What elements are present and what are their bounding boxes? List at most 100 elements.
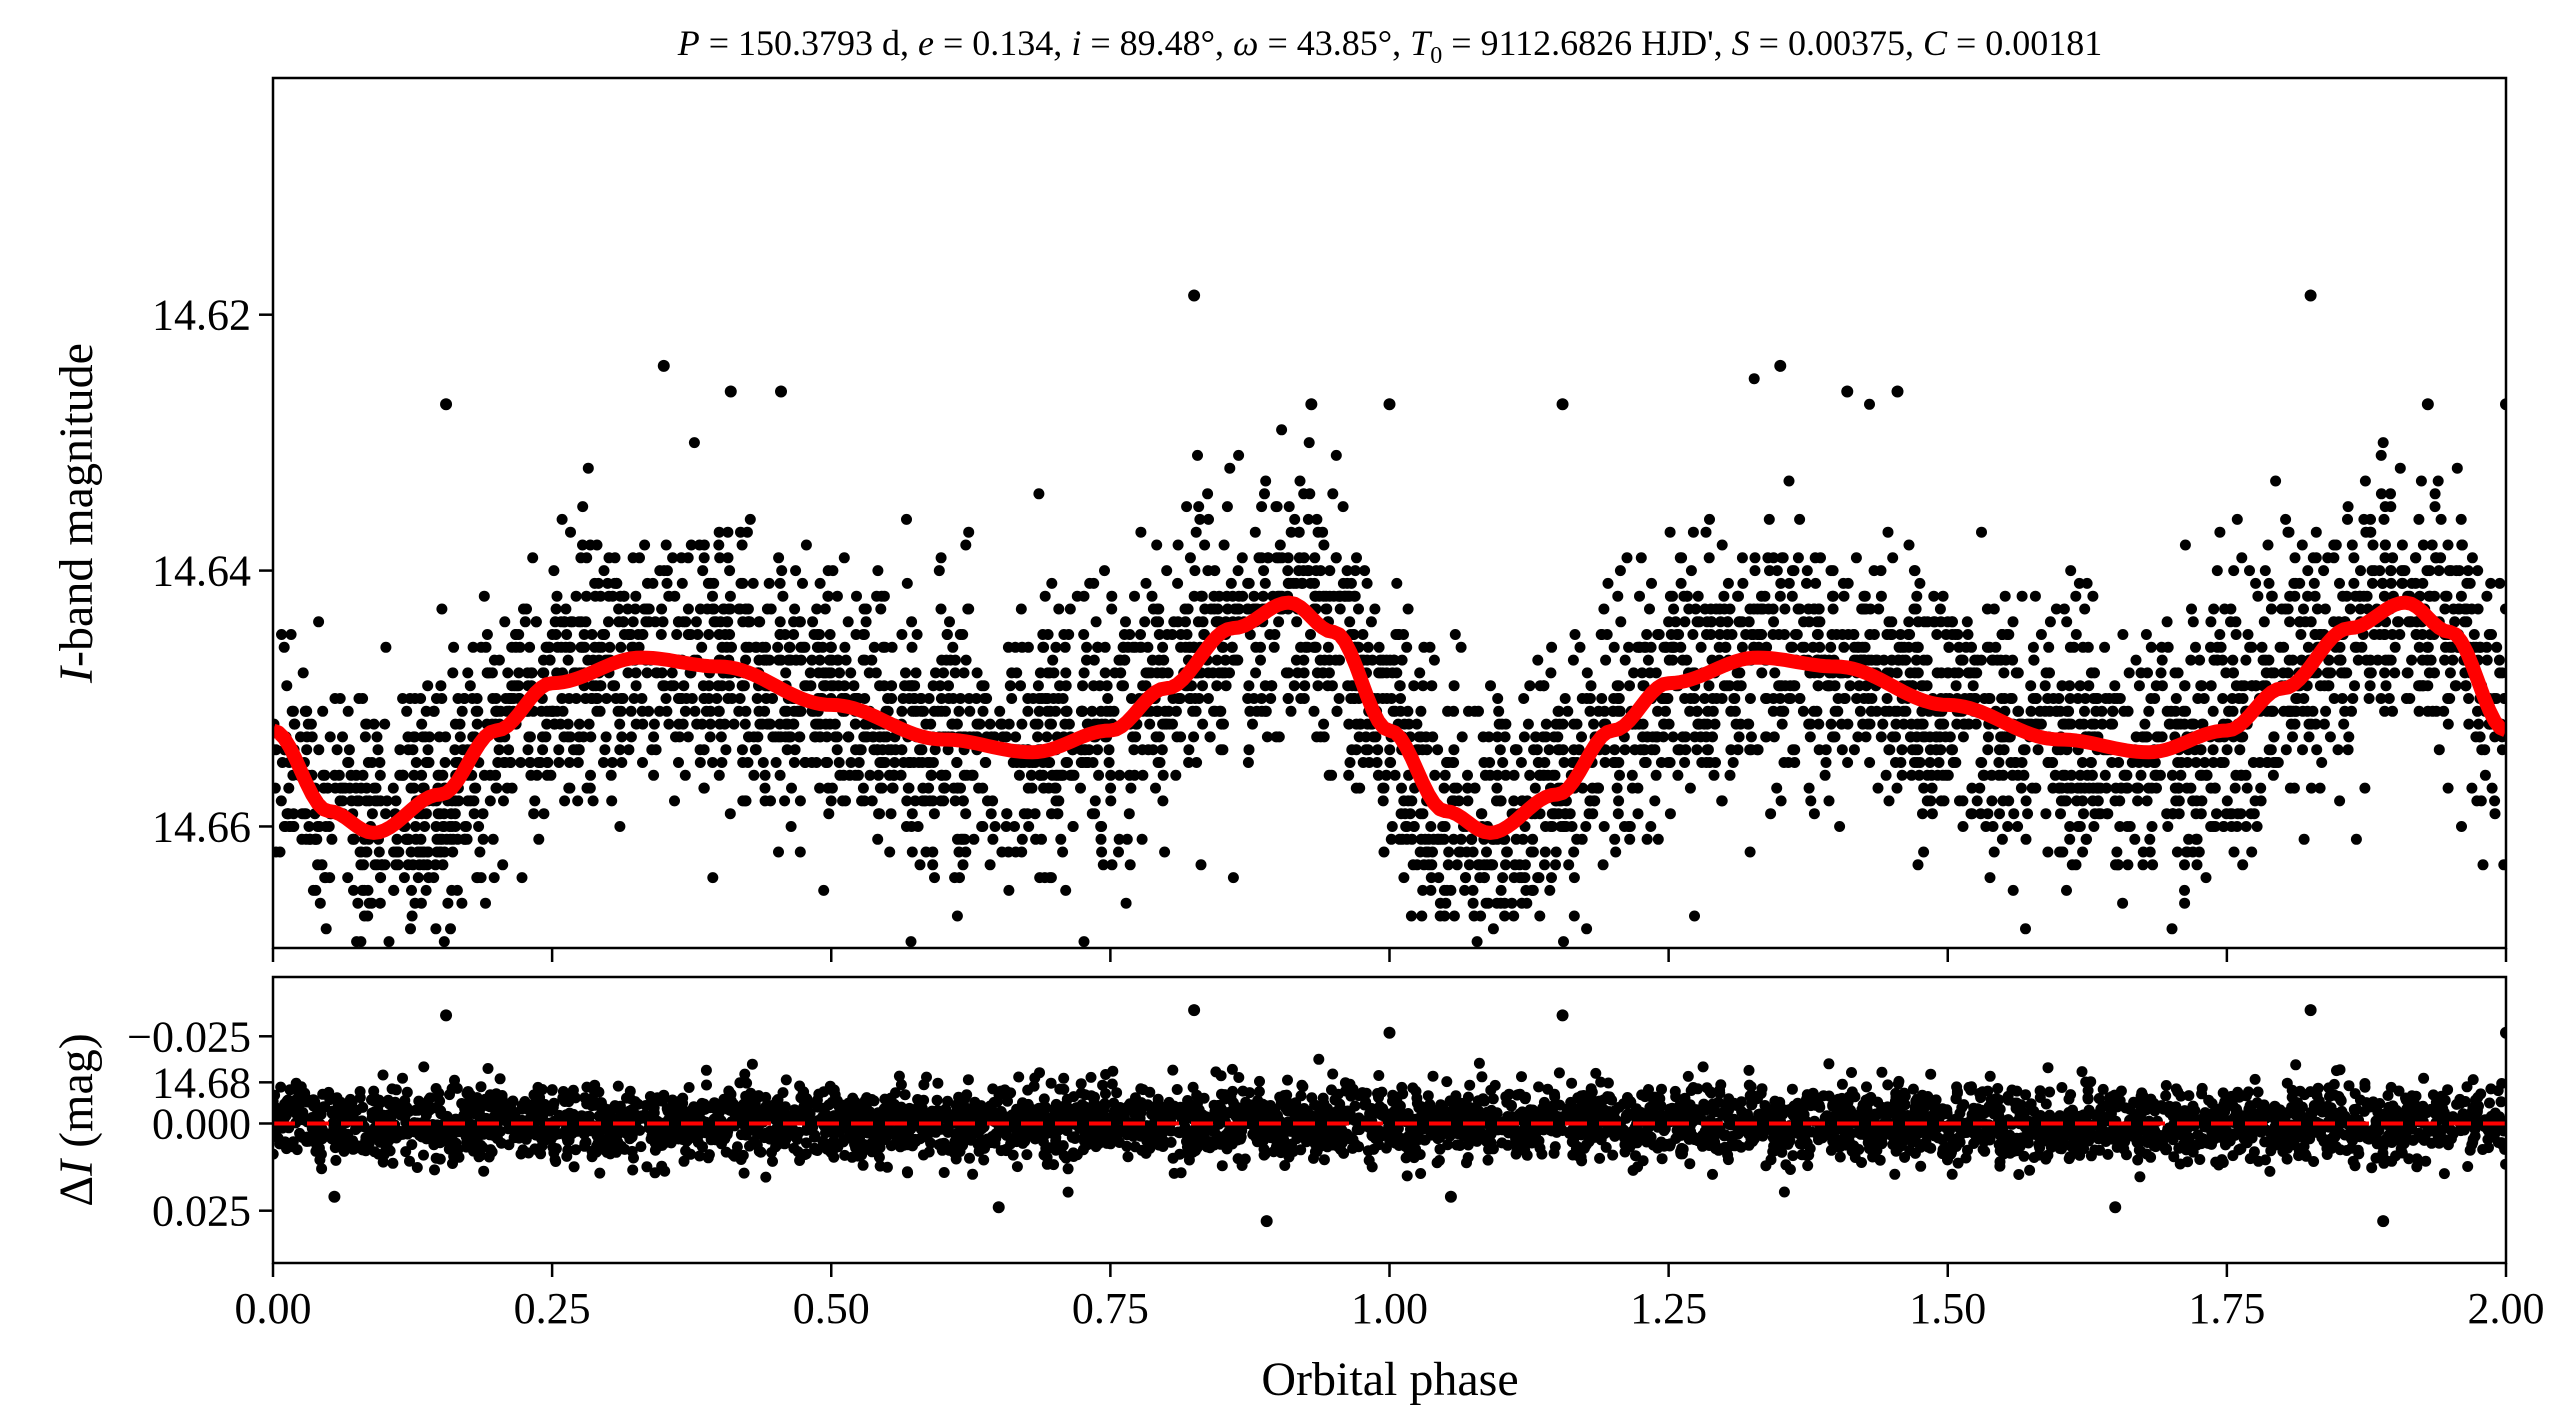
light-curve-point (747, 577, 759, 589)
light-curve-point (1322, 680, 1334, 692)
light-curve-point (2429, 667, 2440, 679)
light-curve-point (2310, 552, 2322, 564)
light-curve-point (553, 744, 565, 756)
light-curve-point (736, 744, 748, 756)
light-curve-point (979, 693, 991, 704)
light-curve-point (1170, 769, 1182, 781)
light-curve-point (2040, 808, 2052, 820)
light-curve-point (2228, 565, 2240, 577)
light-curve-point (2429, 501, 2441, 513)
light-curve-point (2140, 629, 2152, 640)
light-curve-point (1337, 501, 1349, 513)
light-curve-point (598, 757, 609, 768)
light-curve-point (2442, 782, 2454, 794)
residual-point (1889, 1168, 1901, 1180)
light-curve-point (406, 884, 417, 896)
light-curve-point (1362, 641, 1374, 653)
light-curve-point (2132, 795, 2144, 807)
light-curve-point (864, 769, 876, 781)
light-curve-point (2237, 859, 2249, 871)
light-curve-point (977, 782, 989, 794)
light-curve-point (1545, 667, 1557, 679)
light-curve-point (533, 833, 545, 845)
light-curve-point (2161, 616, 2173, 628)
residual-point (932, 1077, 944, 1089)
light-curve-point (1634, 590, 1645, 602)
light-curve-point (1585, 680, 1597, 692)
light-curve-point (1576, 693, 1588, 704)
light-curve-point (444, 833, 456, 845)
light-curve-point (824, 654, 835, 666)
light-curve-point (754, 718, 766, 730)
light-curve-point (2231, 513, 2243, 525)
light-curve-point (917, 795, 929, 807)
light-curve-point (471, 693, 483, 704)
light-curve-point (318, 782, 330, 794)
light-curve-point (1733, 731, 1745, 743)
light-curve-point (1539, 859, 1550, 871)
light-curve-point (1402, 795, 1414, 807)
light-curve-point (1776, 718, 1788, 730)
light-curve-point (1204, 731, 1216, 743)
light-curve-point (460, 821, 472, 832)
light-curve-point (564, 782, 576, 794)
light-curve-point (1880, 769, 1892, 781)
outlier-point (328, 1019, 340, 1031)
light-curve-point (949, 795, 961, 807)
light-curve-point (703, 680, 715, 692)
light-curve-point (1848, 629, 1860, 640)
light-curve-point (1912, 718, 1923, 730)
light-curve-point (906, 808, 918, 820)
light-curve-point (2473, 718, 2485, 730)
light-curve-point (2058, 603, 2070, 615)
residual-points (273, 1004, 2506, 1228)
light-curve-point (1957, 821, 1969, 832)
light-curve-point (1462, 782, 1473, 794)
light-curve-point (1810, 577, 1822, 589)
light-curve-point (1390, 629, 1402, 640)
light-curve-point (1175, 629, 1187, 640)
light-curve-point (739, 795, 751, 807)
light-curve-point (1788, 680, 1799, 692)
light-curve-point (2122, 859, 2134, 871)
light-curve-point (2413, 705, 2425, 717)
light-curve-point (1825, 565, 1837, 577)
light-curve-point (927, 795, 939, 807)
light-curve-point (2205, 616, 2217, 628)
light-curve-point (1853, 680, 1865, 692)
light-curve-point (2466, 782, 2478, 794)
light-curve-point (1645, 821, 1657, 832)
light-curve-point (1273, 731, 1285, 743)
light-curve-point (1500, 769, 1512, 781)
light-curve-point (2192, 693, 2204, 704)
residual-point (1882, 1079, 1894, 1091)
light-curve-point (2433, 565, 2445, 577)
light-curve-point (811, 629, 823, 640)
light-curve-point (1399, 718, 1410, 730)
light-curve-point (1142, 641, 1154, 653)
light-curve-point (1819, 769, 1831, 781)
light-curve-point (2070, 629, 2082, 640)
light-curve-point (1077, 680, 1089, 692)
light-curve-point (1341, 565, 1353, 577)
light-curve-point (593, 577, 604, 589)
light-curve-point (935, 603, 947, 615)
light-curve-point (1060, 667, 1072, 679)
light-curve-point (2187, 616, 2199, 628)
light-curve-point (1641, 833, 1653, 845)
light-curve-point (1775, 795, 1787, 807)
light-curve-point (1268, 641, 1280, 653)
light-curve-point (1493, 705, 1505, 717)
light-curve-point (1692, 590, 1704, 602)
light-curve-point (1016, 846, 1028, 858)
light-curve-point (1227, 590, 1239, 602)
light-curve-point (1050, 641, 1062, 653)
light-curve-point (2190, 641, 2201, 653)
light-curve-point (1995, 654, 2007, 666)
light-curve-point (448, 641, 460, 653)
light-curve-point (906, 616, 918, 628)
title-t-subscript: 0 (1430, 43, 1442, 69)
light-curve-point (690, 616, 702, 628)
light-curve-point (1960, 641, 1972, 653)
light-curve-point (942, 744, 954, 756)
